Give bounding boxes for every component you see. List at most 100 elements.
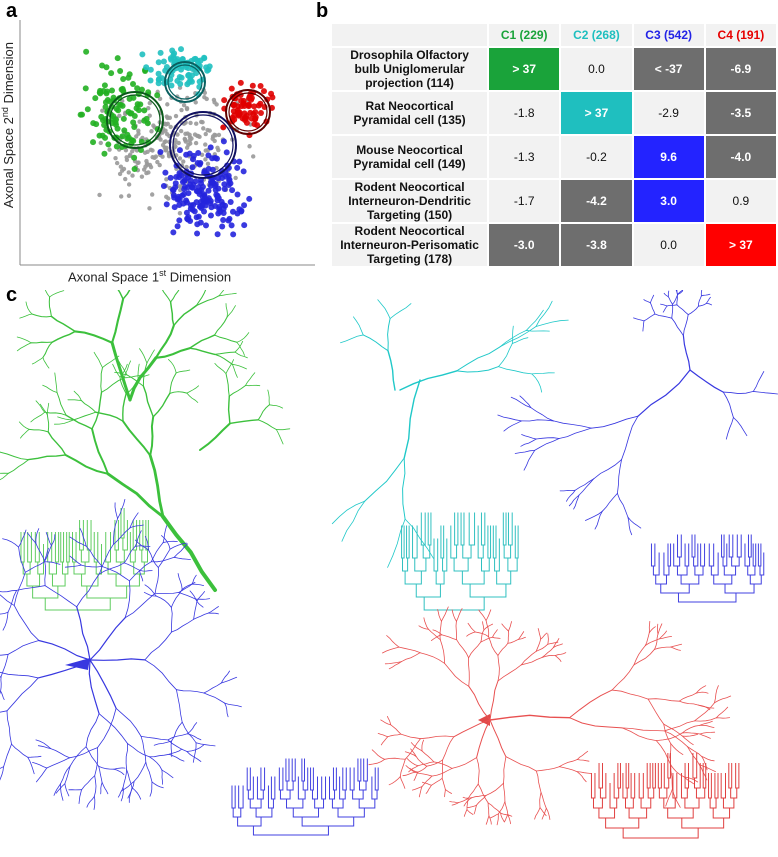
neurite bbox=[466, 809, 474, 815]
neurite bbox=[667, 296, 673, 305]
dendrogram-link bbox=[352, 790, 364, 800]
neurite bbox=[415, 756, 428, 767]
dendrogram-link bbox=[695, 788, 706, 799]
neurite bbox=[498, 343, 513, 368]
dendrogram-link bbox=[26, 574, 41, 587]
dendrogram-link bbox=[609, 798, 618, 809]
neurite bbox=[124, 580, 131, 619]
table-cell: 0.9 bbox=[705, 180, 776, 222]
neurite bbox=[539, 807, 547, 817]
dendrogram-link bbox=[297, 790, 306, 800]
neurite bbox=[671, 317, 684, 337]
neurite bbox=[663, 720, 695, 732]
scatter-dot bbox=[136, 131, 141, 136]
neurite bbox=[129, 512, 139, 529]
dendrogram-link bbox=[267, 799, 274, 809]
neurite bbox=[540, 632, 548, 640]
neurite bbox=[193, 600, 198, 620]
neurite bbox=[0, 451, 29, 461]
dendrogram-link bbox=[311, 790, 318, 800]
neurite bbox=[627, 516, 642, 529]
neurite bbox=[220, 670, 230, 684]
neurite bbox=[218, 292, 237, 297]
dendrogram-link bbox=[422, 545, 431, 559]
dendrogram-link bbox=[646, 778, 651, 789]
scatter-dot bbox=[173, 113, 179, 119]
neurite bbox=[275, 428, 291, 431]
neurite bbox=[569, 717, 623, 729]
dendrogram-link bbox=[292, 808, 320, 818]
neurite bbox=[525, 309, 544, 331]
neurite bbox=[100, 782, 103, 795]
neurite bbox=[655, 740, 672, 766]
neurite bbox=[667, 290, 670, 298]
scatter-dot bbox=[126, 170, 131, 175]
scatter-dot bbox=[188, 184, 195, 191]
dendrogram-link bbox=[622, 828, 699, 839]
neurite bbox=[417, 761, 435, 767]
neurite bbox=[663, 723, 683, 737]
scatter-dot bbox=[177, 156, 183, 161]
neurite bbox=[224, 702, 242, 708]
neurite bbox=[677, 290, 684, 295]
dendrogram-link bbox=[37, 562, 45, 575]
neurite bbox=[0, 690, 5, 700]
neurite bbox=[458, 797, 469, 803]
scatter-dot bbox=[257, 110, 264, 117]
neurite bbox=[421, 750, 435, 763]
neurite bbox=[578, 478, 595, 496]
neurite bbox=[442, 736, 455, 761]
neurite bbox=[27, 756, 35, 775]
scatter-dot bbox=[139, 174, 145, 179]
table-cell: -3.5 bbox=[705, 92, 776, 134]
neurite bbox=[698, 764, 716, 772]
neurite bbox=[485, 620, 490, 638]
neurite bbox=[128, 356, 158, 402]
neurite bbox=[706, 302, 712, 306]
scatter-dot bbox=[119, 133, 126, 140]
neurite bbox=[611, 664, 635, 691]
neurite bbox=[503, 782, 506, 803]
scatter-dot bbox=[185, 79, 192, 86]
dendrogram-link bbox=[453, 558, 469, 572]
scatter-dot bbox=[201, 54, 208, 61]
neurite bbox=[699, 733, 711, 739]
scatter-dot bbox=[219, 223, 226, 230]
neurite bbox=[371, 749, 386, 760]
neurite bbox=[558, 427, 592, 439]
neurite bbox=[663, 723, 672, 744]
neurite bbox=[188, 334, 216, 349]
dendrogram-link bbox=[700, 557, 706, 567]
dendrogram-link bbox=[450, 545, 458, 559]
table-row: Rodent Neocortical Interneuron-Perisomat… bbox=[332, 224, 776, 266]
neurite bbox=[123, 546, 136, 564]
dendrogram-link bbox=[599, 788, 607, 799]
dendrogram-link bbox=[60, 550, 65, 563]
neurite bbox=[699, 724, 715, 728]
row-label: Rat Neocortical Pyramidal cell (135) bbox=[332, 92, 488, 134]
scatter-dot bbox=[207, 212, 214, 219]
table-cell: > 37 bbox=[705, 224, 776, 266]
dendrogram-link bbox=[95, 562, 103, 575]
neurite bbox=[537, 628, 542, 640]
neurite bbox=[404, 751, 417, 757]
neurite bbox=[13, 571, 26, 606]
dendrogram-link bbox=[728, 778, 733, 789]
neurite bbox=[468, 685, 491, 721]
neurite bbox=[437, 609, 442, 622]
neurite bbox=[37, 659, 91, 679]
neurite bbox=[67, 399, 82, 401]
neurite bbox=[118, 360, 128, 376]
neurite bbox=[181, 582, 196, 590]
neurite bbox=[488, 636, 499, 656]
scatter-dot bbox=[196, 78, 203, 85]
column-header: C2 (268) bbox=[561, 24, 632, 46]
panel-label: b bbox=[316, 0, 329, 22]
neurite bbox=[643, 313, 656, 322]
neurite bbox=[122, 393, 127, 422]
neurite bbox=[145, 761, 153, 783]
neurite bbox=[44, 545, 52, 562]
scatter-dot bbox=[260, 88, 267, 95]
neurite bbox=[670, 743, 684, 755]
neurite bbox=[186, 744, 204, 752]
